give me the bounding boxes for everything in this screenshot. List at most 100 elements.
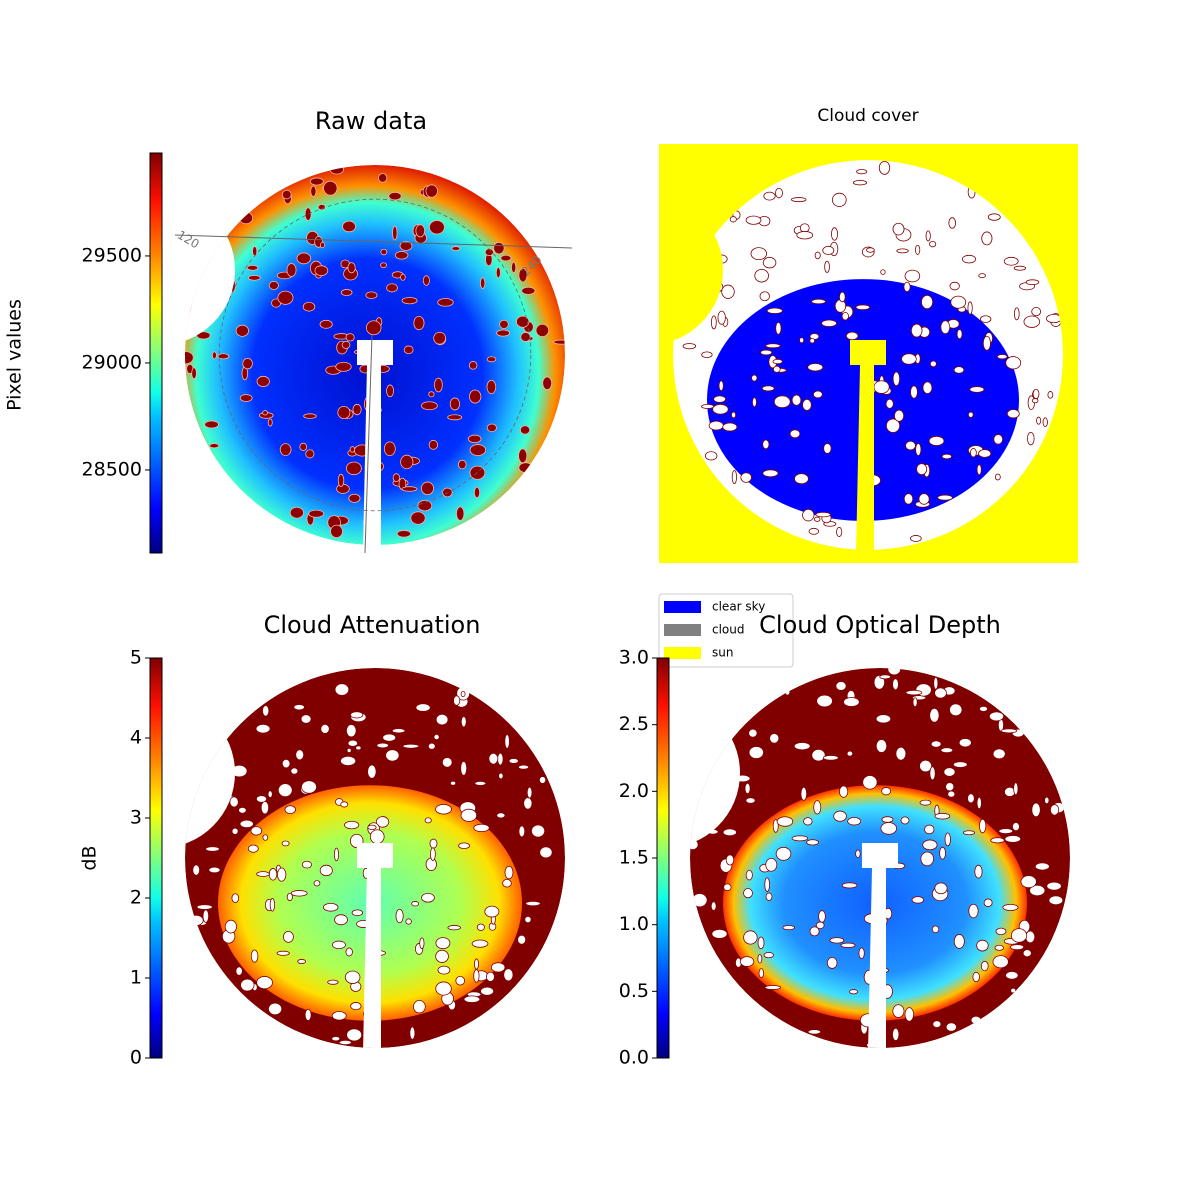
cloud-blob — [713, 395, 727, 403]
cloud-blob — [1032, 388, 1040, 400]
cloud-blob — [400, 273, 406, 281]
cloud-blob — [841, 882, 858, 889]
cloud-blob — [497, 752, 504, 766]
cloud-blob — [345, 461, 362, 476]
cloud-blob — [281, 189, 292, 200]
cloud-blob — [1036, 416, 1042, 425]
cloud-blob — [367, 764, 377, 779]
cloud-blob — [317, 204, 326, 211]
tick-label: 3.0 — [619, 647, 649, 669]
cloud-blob — [486, 356, 497, 363]
cloud-blob — [934, 687, 947, 699]
cloud-blob — [763, 952, 774, 959]
cloud-blob — [310, 185, 317, 197]
cloud-blob — [455, 975, 466, 986]
cloud-blob — [941, 453, 953, 460]
cloud-blob — [473, 486, 481, 499]
cloud-blob — [752, 397, 757, 408]
cloud-blob — [376, 742, 390, 749]
cloud-blob — [289, 506, 304, 519]
cloud-blob — [772, 365, 781, 373]
cloud-blob — [725, 854, 735, 866]
cloud-blob — [380, 248, 388, 256]
panel-title: Cloud cover — [817, 106, 918, 126]
cloud-blob — [748, 746, 764, 759]
cloud-blob — [932, 1020, 942, 1028]
cloud-blob — [892, 678, 899, 691]
cloud-blob — [1013, 307, 1020, 321]
colorbar — [149, 657, 163, 1059]
cloud-blob — [996, 354, 1008, 360]
cloud-blob — [979, 818, 987, 834]
cloud-blob — [344, 970, 361, 984]
cloud-blob — [892, 1004, 905, 1018]
cloud-blob — [841, 311, 849, 321]
cloud-blob — [775, 187, 783, 199]
cloud-blob — [718, 380, 724, 392]
cloud-blob — [394, 251, 409, 260]
cloud-blob — [934, 882, 948, 895]
cloud-blob — [929, 708, 940, 723]
cloud-blob — [739, 956, 755, 967]
tick-label: 28500 — [82, 458, 142, 480]
cloud-blob — [847, 817, 862, 826]
cloud-blob — [313, 880, 321, 887]
cloud-blob — [474, 780, 487, 786]
cloud-blob — [933, 676, 939, 690]
tick-label: 2.5 — [619, 713, 649, 735]
cloud-blob — [758, 968, 765, 979]
cloud-blob — [469, 389, 482, 404]
cloud-blob — [791, 835, 809, 842]
cloud-blob — [308, 509, 325, 518]
cloud-blob — [834, 299, 847, 313]
cloud-blob — [1025, 279, 1040, 286]
cloud-blob — [518, 825, 526, 838]
cloud-blob — [539, 846, 553, 859]
cloud-blob — [239, 394, 253, 402]
cloud-blob — [775, 846, 792, 861]
cloud-blob — [998, 828, 1014, 835]
cloud-blob — [277, 867, 287, 882]
cloud-blob — [484, 905, 500, 918]
cloud-blob — [919, 799, 932, 806]
colorbar — [149, 152, 163, 554]
shadow-band — [357, 843, 393, 1048]
tick-label: 2 — [130, 887, 142, 909]
cloud-blob — [1002, 903, 1019, 911]
cloud-blob — [486, 379, 497, 395]
cloud-blob — [385, 749, 400, 762]
cloud-blob — [961, 254, 977, 264]
cloud-blob — [855, 304, 871, 311]
cloud-blob — [496, 329, 510, 337]
cloud-blob — [982, 335, 991, 351]
cloud-blob — [711, 928, 728, 939]
cloud-blob — [915, 443, 922, 456]
cloud-blob — [473, 823, 490, 833]
cloud-blob — [524, 915, 532, 924]
cloud-blob — [499, 319, 509, 329]
cloud-blob — [905, 689, 923, 696]
cloud-blob — [493, 241, 505, 255]
cloud-blob — [262, 705, 270, 717]
cloud-blob — [319, 319, 333, 329]
disk — [185, 668, 565, 1048]
cloud-blob — [277, 783, 293, 798]
cloud-blob — [437, 965, 451, 975]
cloud-blob — [247, 844, 259, 853]
cloud-blob — [887, 668, 902, 676]
cloud-blob — [799, 337, 805, 344]
cloud-blob — [402, 743, 420, 749]
cloud-blob — [314, 265, 329, 277]
cloud-blob — [983, 898, 993, 907]
cloud-blob — [980, 960, 989, 972]
cloud-blob — [905, 440, 916, 451]
tick-label: 0 — [130, 1047, 142, 1069]
cloud-blob — [903, 281, 911, 293]
cloud-blob — [422, 275, 430, 286]
cloud-blob — [762, 439, 770, 450]
cloud-blob — [300, 714, 312, 724]
tick-label: 0.5 — [619, 980, 649, 1002]
tick-label: 4 — [130, 727, 142, 749]
cloud-blob — [331, 1011, 347, 1021]
cloud-blob — [217, 353, 230, 360]
